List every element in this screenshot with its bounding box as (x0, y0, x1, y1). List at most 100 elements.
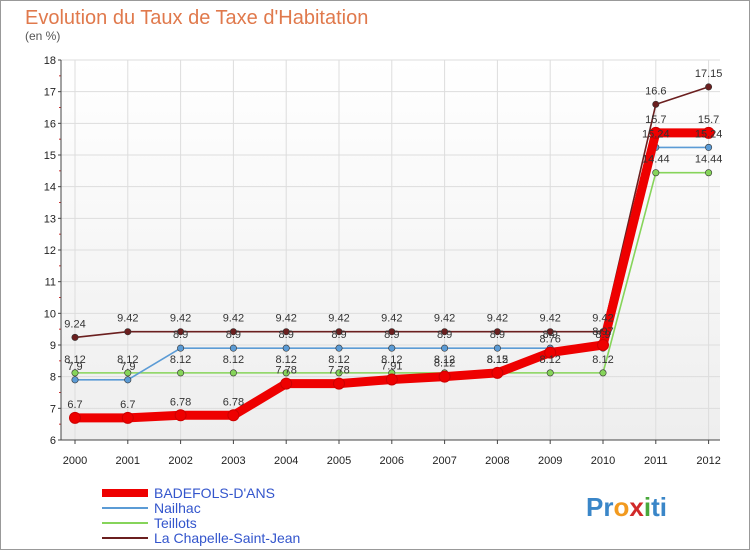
y-tick-label: 12 (44, 245, 56, 257)
series-point-2 (652, 169, 660, 177)
series-point-2 (177, 369, 185, 377)
x-tick-label: 2009 (538, 455, 562, 467)
legend-label-1: Nailhac (154, 500, 201, 516)
data-label-s3: 9.42 (223, 313, 244, 325)
series-point-0 (491, 366, 504, 379)
series-point-3 (229, 328, 237, 336)
legend-label-0: BADEFOLS-D'ANS (154, 485, 275, 501)
data-label-s3: 9.42 (170, 313, 191, 325)
chart-subtitle: (en %) (25, 29, 60, 43)
x-tick-label: 2004 (274, 455, 298, 467)
series-point-1 (282, 344, 290, 352)
data-label-s0: 15.7 (645, 114, 666, 126)
data-label-s1: 8.9 (543, 329, 558, 341)
series-point-2 (546, 369, 554, 377)
data-label-s0: 7.91 (381, 361, 402, 373)
series-point-3 (177, 328, 185, 336)
data-label-s1: 8.9 (279, 329, 294, 341)
series-point-2 (705, 169, 713, 177)
data-label-s3: 16.6 (645, 85, 666, 97)
data-label-s2: 14.44 (695, 154, 723, 166)
series-point-1 (229, 344, 237, 352)
data-label-s3: 17.15 (695, 68, 723, 80)
x-tick-label: 2008 (485, 455, 509, 467)
x-tick-label: 2006 (380, 455, 404, 467)
series-point-1 (71, 376, 79, 384)
data-label-s0: 6.78 (170, 396, 191, 408)
series-point-0 (333, 377, 345, 390)
legend-label-2: Teillots (154, 515, 197, 531)
data-label-s1: 15.24 (695, 128, 723, 140)
data-label-s0: 6.78 (223, 396, 244, 408)
data-label-s3: 9.42 (539, 313, 560, 325)
series-point-3 (335, 328, 343, 336)
data-label-s2: 8.12 (592, 354, 613, 366)
y-tick-label: 18 (44, 55, 56, 67)
data-label-s3: 9.42 (275, 313, 296, 325)
y-tick-label: 10 (44, 308, 56, 320)
data-label-s2: 8.12 (170, 354, 191, 366)
data-label-s3: 9.42 (592, 313, 613, 325)
data-label-s1: 15.24 (642, 128, 670, 140)
data-label-s1: 7.9 (120, 361, 135, 373)
data-label-s2: 8.12 (223, 354, 244, 366)
data-label-s1: 7.9 (67, 361, 82, 373)
series-point-0 (438, 370, 451, 383)
logo-part: x (629, 492, 644, 522)
series-point-0 (174, 409, 187, 422)
logo-part: Pr (586, 492, 613, 522)
data-label-s0: 7.78 (328, 365, 349, 377)
series-point-1 (388, 344, 396, 352)
series-point-2 (229, 369, 237, 377)
data-label-s0: 7.78 (275, 365, 296, 377)
logo-part: i (644, 492, 651, 522)
data-label-s0: 6.7 (67, 399, 82, 411)
x-tick-label: 2002 (168, 455, 192, 467)
data-label-s1: 8.9 (384, 329, 399, 341)
data-label-s2: 8.12 (328, 354, 349, 366)
x-tick-label: 2003 (221, 455, 245, 467)
logo-part: o (613, 492, 629, 522)
y-tick-label: 16 (44, 118, 56, 130)
y-tick-label: 13 (44, 213, 56, 225)
series-point-2 (282, 369, 290, 377)
series-point-0 (597, 339, 609, 351)
logo-part: ti (651, 492, 667, 522)
data-label-s1: 8.9 (437, 329, 452, 341)
data-label-s2: 8.12 (64, 354, 85, 366)
x-tick-label: 2005 (327, 455, 351, 467)
series-point-3 (652, 100, 660, 108)
data-label-s3: 9.42 (117, 313, 138, 325)
series-point-0 (385, 373, 398, 386)
data-label-s2: 14.44 (642, 154, 670, 166)
data-label-s0: 8.97 (592, 326, 613, 338)
data-label-s3: 9.42 (328, 313, 349, 325)
y-tick-label: 7 (50, 403, 56, 415)
proxiti-logo: Proxiti (586, 492, 667, 522)
y-tick-label: 15 (44, 150, 56, 162)
data-label-s1: 8.9 (331, 329, 346, 341)
data-label-s2: 8.12 (381, 354, 402, 366)
series-point-3 (493, 328, 501, 336)
x-tick-label: 2007 (432, 455, 456, 467)
series-point-0 (69, 411, 81, 424)
series-point-1 (335, 344, 343, 352)
series-point-0 (121, 411, 134, 424)
data-label-s0: 8.12 (434, 358, 455, 370)
x-tick-label: 2010 (591, 455, 615, 467)
series-point-3 (124, 328, 132, 336)
series-point-1 (705, 143, 713, 151)
data-label-s0: 8.76 (539, 334, 560, 346)
series-point-1 (177, 344, 185, 352)
series-point-2 (335, 369, 343, 377)
data-label-s0: 15.7 (698, 114, 719, 126)
series-layer (69, 83, 715, 424)
x-tick-label: 2001 (116, 455, 140, 467)
series-point-3 (441, 328, 449, 336)
data-label-s1: 8.9 (595, 329, 610, 341)
data-label-s2: 8.12 (275, 354, 296, 366)
data-label-s3: 9.24 (64, 318, 85, 330)
legend-label-3: La Chapelle-Saint-Jean (154, 530, 300, 546)
